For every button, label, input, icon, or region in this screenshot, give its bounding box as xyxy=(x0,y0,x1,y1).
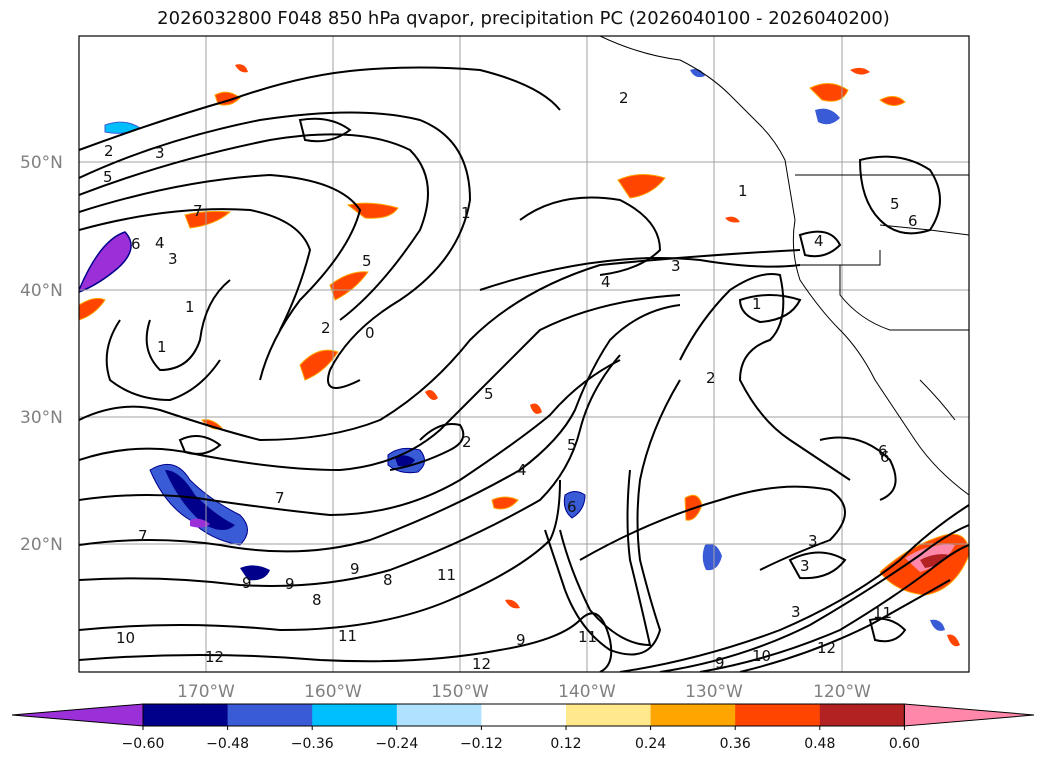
colorbar-bin xyxy=(566,704,652,726)
contour-label: 5 xyxy=(362,252,372,270)
lon-label-160w: 160°W xyxy=(304,682,362,702)
contour-label: 6 xyxy=(878,442,888,460)
contour-label: 10 xyxy=(116,629,135,647)
lon-label-150w: 150°W xyxy=(431,682,489,702)
colorbar-extend-max xyxy=(903,703,1035,727)
lon-label-140w: 140°W xyxy=(558,682,616,702)
contour-label: 4 xyxy=(601,273,611,291)
contour-label: 0 xyxy=(365,324,375,342)
contour-label: 2 xyxy=(619,89,629,107)
contour-label: 5 xyxy=(890,195,900,213)
contour-label: 6 xyxy=(131,235,141,253)
contour-label: 9 xyxy=(516,631,526,649)
colorbar-tick-label: 0.48 xyxy=(804,736,835,752)
contour-label: 5 xyxy=(484,385,494,403)
colorbar-bin xyxy=(735,704,821,726)
contour-label: 7 xyxy=(193,202,203,220)
contour-label: 4 xyxy=(517,461,527,479)
map-plot-area xyxy=(79,36,969,672)
contour-label: 1 xyxy=(752,295,762,313)
contour-label: 3 xyxy=(800,557,810,575)
contour-label: 8 xyxy=(312,591,322,609)
lat-label-30n: 30°N xyxy=(20,408,63,428)
colorbar-frame xyxy=(142,703,905,727)
contour-label: 12 xyxy=(205,648,224,666)
longitude-labels: 170°W 160°W 150°W 140°W 130°W 120°W xyxy=(177,682,871,702)
colorbar-tick-label: 0.24 xyxy=(635,736,666,752)
contour-label: 7 xyxy=(138,527,148,545)
colorbar-tick-label: 0.60 xyxy=(889,736,920,752)
colorbar-tick-label: −0.36 xyxy=(291,736,334,752)
gridlines xyxy=(79,36,969,672)
contour-label: 2 xyxy=(321,319,331,337)
colorbar-tick-label: 0.36 xyxy=(720,736,751,752)
colorbar-extend-min xyxy=(11,703,144,727)
contour-label: 12 xyxy=(472,655,491,673)
qvapor-contours xyxy=(79,66,969,672)
colorbar-bin xyxy=(227,704,313,726)
chart-title: 2026032800 F048 850 hPa qvapor, precipit… xyxy=(157,8,890,29)
colorbar-bin xyxy=(650,704,736,726)
contour-label: 7 xyxy=(275,489,285,507)
contour-label: 3 xyxy=(808,532,818,550)
colorbar-tick-label: −0.60 xyxy=(122,736,165,752)
lon-label-130w: 130°W xyxy=(685,682,743,702)
lat-label-40n: 40°N xyxy=(20,281,63,301)
contour-label: 3 xyxy=(168,250,178,268)
colorbar-tick-label: 0.12 xyxy=(550,736,581,752)
contour-label: 9 xyxy=(285,575,295,593)
colorbar-bin xyxy=(312,704,398,726)
colorbar-bin xyxy=(481,704,567,726)
contour-label: 12 xyxy=(817,639,836,657)
map-frame xyxy=(78,35,970,673)
colorbar-tick-label: −0.48 xyxy=(206,736,249,752)
lat-label-20n: 20°N xyxy=(20,535,63,555)
contour-label: 11 xyxy=(338,627,357,645)
contour-label: 4 xyxy=(814,232,824,250)
colorbar-bin xyxy=(143,704,229,726)
contour-label: 9 xyxy=(242,574,252,592)
contour-label: 9 xyxy=(715,654,725,672)
contour-label: 2 xyxy=(104,142,114,160)
contour-label: 6 xyxy=(880,448,890,466)
coastlines xyxy=(599,36,969,496)
contour-label: 6 xyxy=(567,498,577,516)
latitude-labels: 50°N 40°N 30°N 20°N xyxy=(20,153,63,555)
contour-label: 3 xyxy=(671,257,681,275)
contour-labels: 2 3 5 7 6 4 3 1 1 1 2 0 5 5 4 3 2 1 2 4 … xyxy=(103,89,918,673)
contour-label: 1 xyxy=(461,204,471,222)
contour-label: 9 xyxy=(350,560,360,578)
contour-label: 5 xyxy=(567,436,577,454)
contour-label: 2 xyxy=(706,369,716,387)
colorbar-bin xyxy=(819,704,905,726)
contour-label: 3 xyxy=(155,144,165,162)
contour-label: 11 xyxy=(578,628,597,646)
contour-label: 1 xyxy=(185,298,195,316)
colorbar-bin xyxy=(396,704,482,726)
contour-label: 11 xyxy=(437,566,456,584)
colorbar-tick-label: −0.24 xyxy=(375,736,418,752)
contour-label: 5 xyxy=(103,168,113,186)
contour-label: 8 xyxy=(383,571,393,589)
colorbar: −0.60 −0.48 −0.36 −0.24 −0.12 0.12 0.24 0.36 0.4… xyxy=(11,703,1035,752)
contour-label: 4 xyxy=(155,234,165,252)
colorbar-tick-label: −0.12 xyxy=(460,736,503,752)
contour-label: 11 xyxy=(873,604,892,622)
contour-label: 2 xyxy=(462,433,472,451)
contour-label: 10 xyxy=(752,647,771,665)
contour-label: 1 xyxy=(157,338,167,356)
contour-label: 6 xyxy=(908,212,918,230)
lon-label-170w: 170°W xyxy=(177,682,235,702)
contour-label: 1 xyxy=(738,182,748,200)
lat-label-50n: 50°N xyxy=(20,153,63,173)
contour-label: 3 xyxy=(791,603,801,621)
lon-label-120w: 120°W xyxy=(813,682,871,702)
